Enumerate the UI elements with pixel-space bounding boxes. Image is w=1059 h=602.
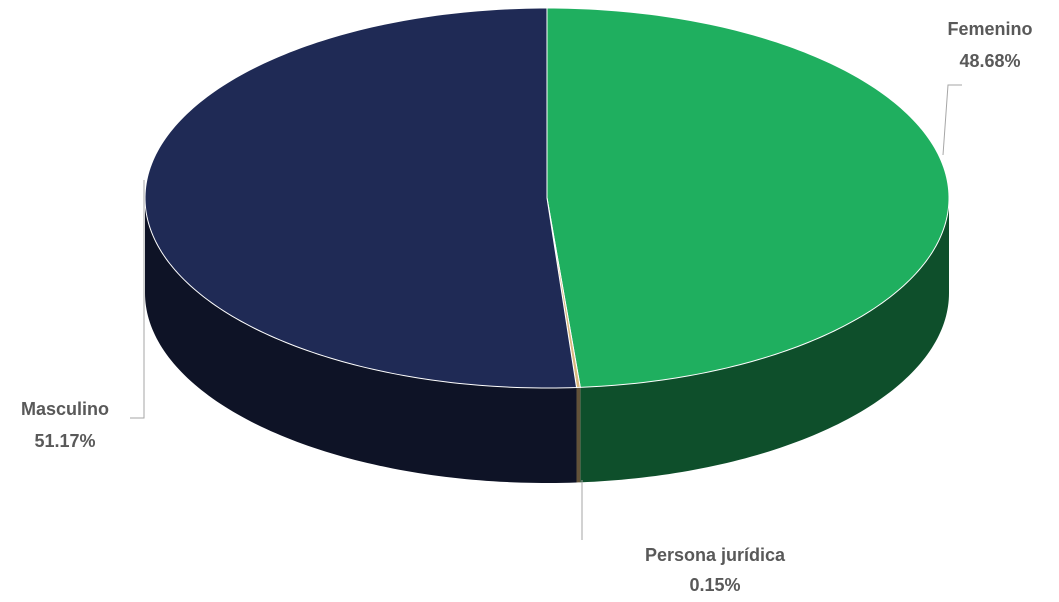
slice-label: Femenino	[947, 19, 1032, 39]
chart: Femenino 48.68% Masculino 51.17% Persona…	[0, 0, 1059, 602]
slice-value-label: 0.15%	[689, 575, 740, 595]
slice-value-label: 48.68%	[959, 51, 1020, 71]
slice-side	[577, 387, 581, 482]
slice-label: Masculino	[21, 399, 109, 419]
slice-value-label: 51.17%	[34, 431, 95, 451]
pie	[145, 8, 949, 483]
slice-label: Persona jurídica	[645, 545, 786, 565]
leader-line	[943, 85, 962, 155]
leader-line	[130, 180, 144, 418]
page: Femenino 48.68% Masculino 51.17% Persona…	[0, 0, 1059, 602]
